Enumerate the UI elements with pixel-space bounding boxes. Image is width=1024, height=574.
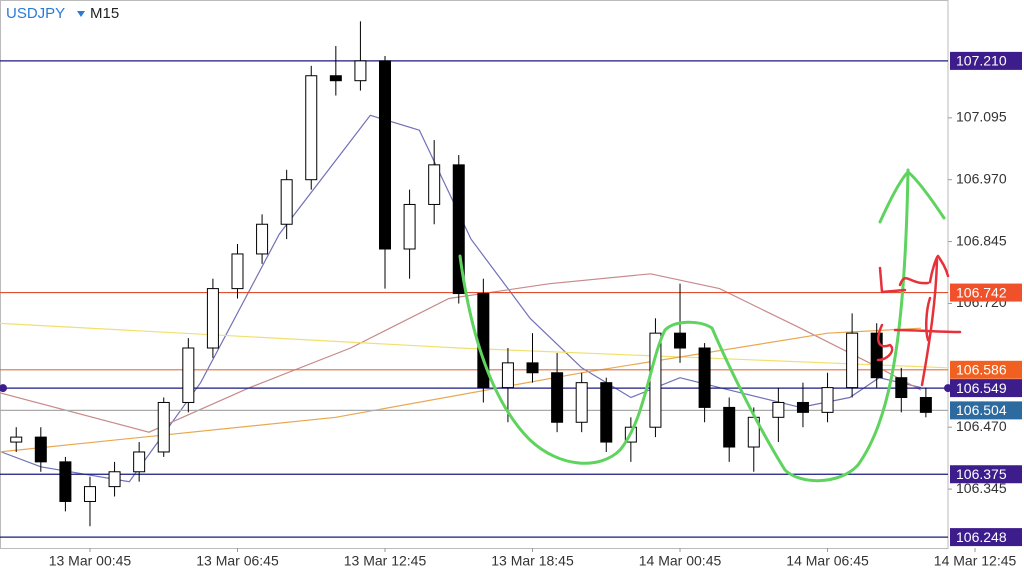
level-handle (0, 384, 7, 393)
candle-body (231, 253, 244, 290)
candle-body (870, 332, 883, 379)
candle-body (698, 347, 711, 408)
level-label: 106.742 (956, 284, 1007, 300)
level-label-bg (950, 401, 1022, 420)
candle-body (919, 397, 932, 413)
candle-body (772, 401, 785, 418)
level-label: 106.504 (956, 402, 1007, 418)
candle-body (305, 75, 318, 181)
level-label: 107.210 (956, 53, 1007, 69)
level-label-bg (950, 360, 1022, 379)
x-tick-label: 14 Mar 12:45 (934, 553, 1017, 569)
candle-body (108, 471, 121, 488)
level-label-bg (950, 528, 1022, 547)
candle-body (206, 288, 219, 349)
timeframe[interactable]: M15 (90, 5, 119, 22)
candle-body (526, 362, 539, 374)
candle-body (354, 60, 367, 82)
candle-body (403, 203, 416, 250)
level-label-bg (950, 465, 1022, 484)
level-label: 106.586 (956, 361, 1007, 377)
candle-body (674, 332, 687, 349)
moving-average (1, 114, 922, 483)
plot (0, 21, 952, 538)
candle-body (551, 372, 564, 423)
level-label-bg (950, 283, 1022, 302)
candle-body (256, 223, 269, 255)
candle-body (723, 406, 736, 448)
y-tick-label: 107.095 (956, 109, 1007, 125)
candle-body (83, 486, 96, 502)
y-tick-label: 106.345 (956, 480, 1007, 496)
level-label: 106.375 (956, 466, 1007, 482)
moving-average (0, 322, 949, 369)
y-tick-label: 106.845 (956, 232, 1007, 248)
candle-body (329, 75, 342, 82)
green-pattern (458, 168, 910, 483)
candle-body (10, 436, 23, 443)
candle-body (182, 347, 195, 403)
candle-body (575, 382, 588, 423)
x-tick-label: 14 Mar 00:45 (639, 553, 722, 569)
candle-body (157, 401, 170, 453)
candle-body (600, 382, 613, 443)
candle-body (796, 401, 809, 413)
level-label-bg (950, 379, 1022, 398)
candle-body (133, 451, 146, 473)
candle-body (821, 387, 834, 413)
level-label-bg (950, 51, 1022, 70)
candle-body (895, 377, 908, 399)
candle-body (379, 60, 392, 250)
annotations (458, 168, 962, 483)
green-arrow-head (878, 170, 946, 224)
level-label: 106.248 (956, 529, 1007, 545)
candle-body (34, 436, 47, 463)
x-tick-label: 13 Mar 00:45 (49, 553, 132, 569)
x-tick-label: 13 Mar 18:45 (491, 553, 574, 569)
candle-body (428, 164, 441, 205)
x-tick-label: 13 Mar 06:45 (196, 553, 279, 569)
header: USDJPY M15 (6, 5, 119, 22)
candle-body (452, 164, 465, 295)
red-annotation (876, 254, 962, 387)
dropdown-icon[interactable] (77, 11, 85, 17)
y-tick-label: 106.970 (956, 170, 1007, 186)
x-tick-label: 14 Mar 06:45 (786, 553, 869, 569)
moving-average (0, 273, 922, 433)
candle-body (280, 179, 293, 225)
candle-body (59, 461, 72, 502)
candle-body (501, 362, 514, 389)
y-tick-label: 106.470 (956, 418, 1007, 434)
candle-body (846, 332, 859, 389)
x-tick-label: 13 Mar 12:45 (344, 553, 427, 569)
level-label: 106.549 (956, 380, 1007, 396)
moving-average (0, 327, 922, 453)
symbol: USDJPY (6, 5, 65, 22)
